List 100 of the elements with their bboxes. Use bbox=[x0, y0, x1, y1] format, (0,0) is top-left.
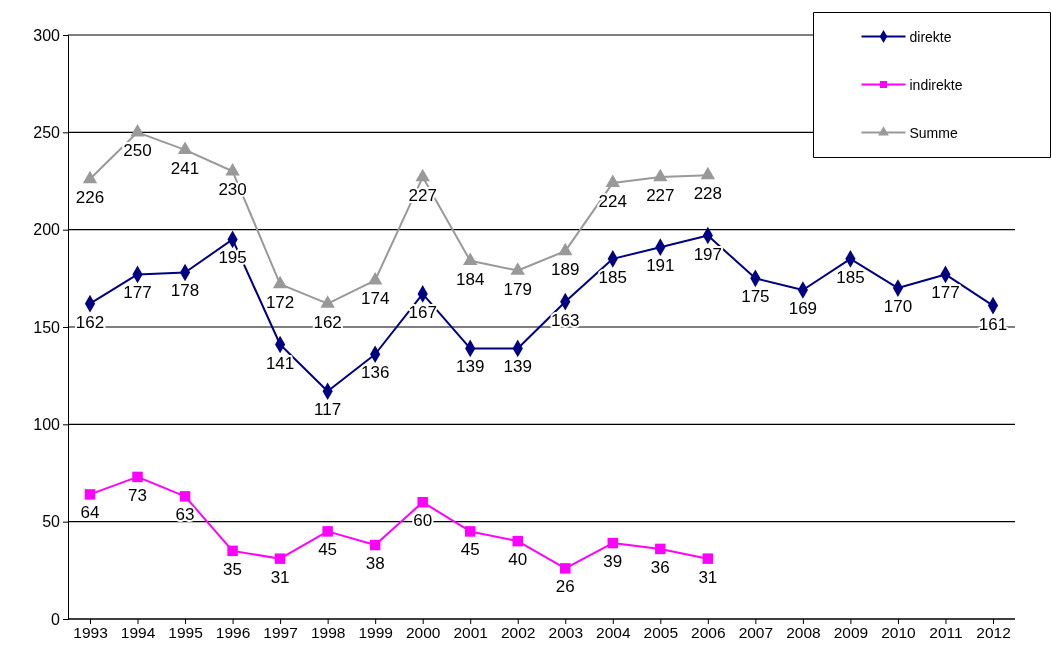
data-label: 167 bbox=[408, 302, 437, 322]
x-tick-label: 1999 bbox=[358, 624, 393, 642]
legend-label: direkte bbox=[909, 28, 952, 45]
legend-label: indirekte bbox=[909, 76, 963, 93]
data-label: 161 bbox=[978, 314, 1008, 334]
data-label: 136 bbox=[360, 363, 390, 383]
data-label: 226 bbox=[75, 188, 105, 208]
data-label: 36 bbox=[650, 557, 670, 577]
data-label: 40 bbox=[508, 550, 528, 570]
data-label: 163 bbox=[551, 310, 580, 330]
data-label: 177 bbox=[123, 283, 152, 303]
y-tick-label: 50 bbox=[42, 513, 61, 531]
data-label: 191 bbox=[646, 256, 675, 276]
point bbox=[655, 543, 666, 555]
x-tick-label: 1995 bbox=[168, 624, 203, 642]
data-label: 139 bbox=[503, 357, 532, 377]
point bbox=[607, 537, 619, 549]
y-tick-label: 250 bbox=[33, 123, 61, 141]
point bbox=[322, 526, 333, 537]
data-label: 45 bbox=[318, 540, 338, 560]
point bbox=[369, 539, 381, 551]
data-label: 230 bbox=[218, 180, 247, 200]
data-label: 174 bbox=[360, 289, 390, 309]
x-tick-label: 2007 bbox=[738, 624, 774, 642]
data-label: 177 bbox=[931, 283, 960, 303]
data-label: 26 bbox=[555, 577, 575, 597]
data-label: 241 bbox=[170, 158, 200, 178]
point bbox=[464, 526, 476, 537]
x-tick-label: 2003 bbox=[548, 624, 584, 642]
x-tick-label: 2000 bbox=[405, 624, 441, 642]
point bbox=[560, 563, 571, 574]
x-tick-label: 2001 bbox=[453, 624, 488, 642]
x-tick-label: 1994 bbox=[120, 624, 156, 642]
data-label: 197 bbox=[693, 244, 723, 264]
point bbox=[415, 168, 430, 182]
point bbox=[558, 242, 573, 256]
data-label: 228 bbox=[693, 184, 723, 204]
data-label: 162 bbox=[75, 312, 105, 332]
data-label: 184 bbox=[456, 269, 485, 289]
data-label: 141 bbox=[265, 353, 295, 373]
x-tick-label: 1996 bbox=[215, 624, 251, 642]
x-tick-label: 2011 bbox=[929, 624, 963, 642]
data-label: 63 bbox=[175, 505, 195, 525]
data-label: 73 bbox=[128, 485, 147, 505]
data-label: 178 bbox=[170, 281, 200, 301]
x-tick-label: 2010 bbox=[881, 624, 917, 642]
x-tick-label: 2002 bbox=[500, 624, 536, 642]
point bbox=[510, 262, 525, 275]
y-tick-label: 100 bbox=[33, 415, 61, 433]
data-label: 185 bbox=[598, 267, 627, 287]
x-tick-label: 2012 bbox=[976, 624, 1011, 642]
data-label: 172 bbox=[265, 293, 295, 313]
data-label: 227 bbox=[646, 186, 675, 206]
data-label: 175 bbox=[741, 287, 770, 307]
data-label: 117 bbox=[314, 400, 342, 420]
x-tick-label: 2006 bbox=[691, 624, 726, 642]
point bbox=[417, 496, 428, 508]
data-label: 64 bbox=[80, 503, 100, 523]
x-tick-label: 2005 bbox=[643, 624, 679, 642]
data-label: 31 bbox=[270, 567, 290, 587]
point bbox=[463, 252, 478, 265]
data-label: 45 bbox=[460, 540, 480, 560]
point bbox=[82, 170, 98, 184]
y-tick-label: 0 bbox=[51, 610, 61, 628]
data-label: 224 bbox=[598, 191, 627, 211]
point bbox=[512, 535, 523, 547]
point bbox=[179, 491, 191, 502]
point bbox=[225, 162, 240, 176]
data-label: 162 bbox=[313, 312, 342, 332]
data-label: 38 bbox=[365, 554, 385, 574]
x-tick-label: 2008 bbox=[786, 624, 821, 642]
data-label: 179 bbox=[503, 279, 532, 299]
point bbox=[367, 271, 383, 285]
point bbox=[227, 545, 238, 557]
x-tick-label: 2009 bbox=[833, 624, 869, 642]
x-tick-label: 1993 bbox=[73, 624, 108, 642]
point bbox=[274, 553, 286, 564]
point bbox=[84, 489, 96, 500]
data-label: 227 bbox=[408, 186, 437, 206]
y-tick-label: 200 bbox=[33, 221, 61, 239]
data-label: 250 bbox=[123, 141, 152, 161]
y-tick-label: 150 bbox=[33, 318, 61, 336]
y-tick-label: 300 bbox=[33, 26, 61, 44]
x-tick-label: 2004 bbox=[596, 624, 631, 642]
point bbox=[700, 166, 716, 180]
x-tick-label: 1997 bbox=[263, 624, 298, 642]
data-label: 169 bbox=[788, 299, 818, 319]
data-label: 39 bbox=[603, 552, 623, 572]
data-label: 31 bbox=[698, 567, 718, 587]
point bbox=[605, 174, 620, 188]
data-label: 185 bbox=[836, 267, 865, 287]
data-label: 189 bbox=[551, 260, 580, 280]
data-label: 139 bbox=[456, 357, 485, 377]
point bbox=[653, 168, 668, 182]
point bbox=[272, 275, 288, 289]
data-label: 170 bbox=[883, 297, 913, 317]
data-label: 35 bbox=[223, 559, 243, 579]
point bbox=[177, 141, 193, 155]
point bbox=[702, 553, 714, 564]
x-tick-label: 1998 bbox=[310, 624, 346, 642]
